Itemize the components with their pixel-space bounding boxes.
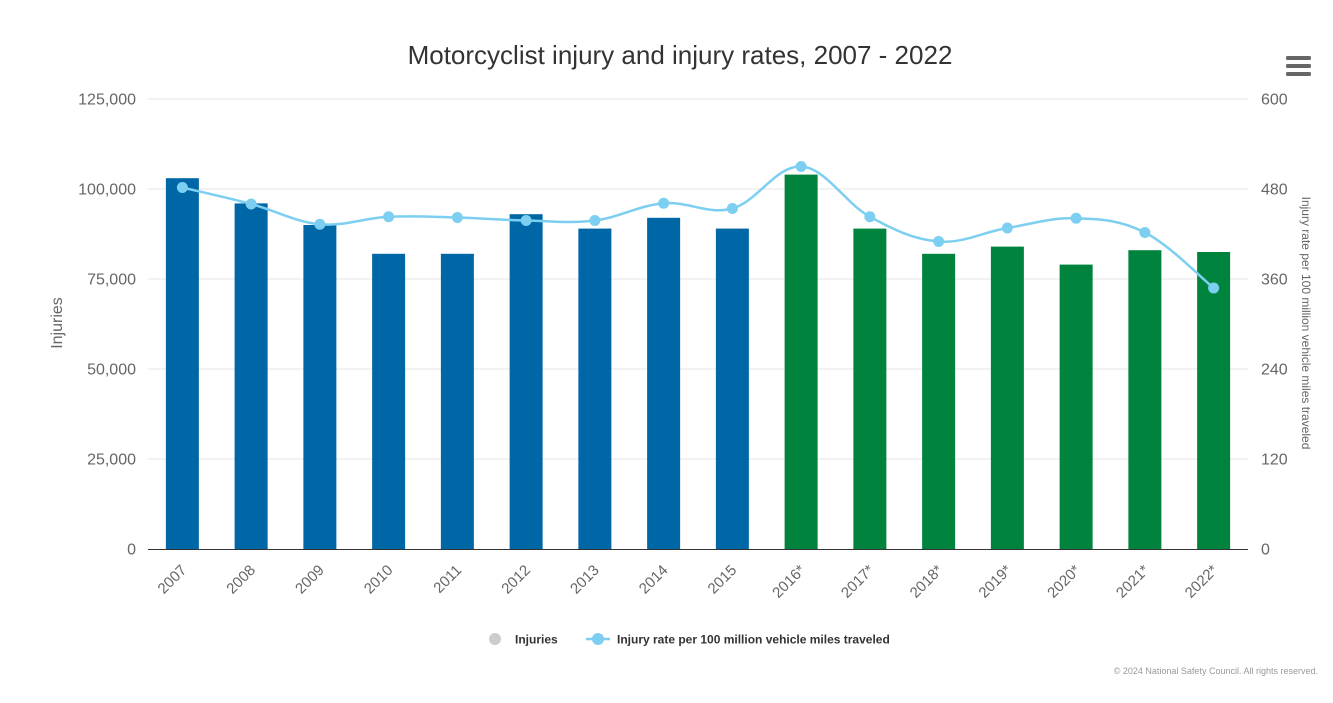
bar-2022-est [1197,252,1231,549]
hamburger-menu-icon[interactable] [1286,56,1311,76]
x-tick-label: 2008 [223,562,259,598]
x-axis-ticks: 2007 2008 2009 2010 2011 2012 2013 2014 2015 2016… [155,562,1222,602]
x-tick-label: 2014 [636,562,672,598]
x-tick-label: 2020* [1044,562,1084,602]
x-tick-label: 2022* [1182,562,1222,602]
rate-point-2011 [451,212,463,223]
line-series-points [176,161,1220,294]
x-tick-label: 2010 [361,562,397,598]
bar-2010 [372,253,406,550]
y-axis-right-ticks: 0 120 240 360 480 600 [1261,92,1288,559]
x-tick-label: 2021* [1113,562,1153,602]
bar-2011 [440,253,474,550]
x-tick-label: 2012 [498,562,534,598]
y-tick-label-left: 50,000 [87,362,136,379]
bar-2016-est [784,174,818,549]
y-tick-label-right: 240 [1261,362,1288,379]
x-tick-label: 2015 [705,562,741,598]
legend-item-injury-rate[interactable]: Injury rate per 100 million vehicle mile… [586,633,890,647]
rate-point-2012 [520,215,532,226]
legend-swatch-dot [592,633,604,645]
rate-point-2018-est [933,236,945,247]
y-tick-label-left: 0 [127,542,136,559]
rate-point-2013 [589,215,601,226]
rate-point-2020-est [1070,212,1082,224]
chart-title: Motorcyclist injury and injury rates, 20… [408,40,953,70]
y-tick-label-left: 75,000 [87,272,136,289]
bar-2019-est [990,246,1024,549]
bar-2018-est [922,253,956,550]
x-tick-label: 2009 [292,562,328,598]
x-tick-label: 2016* [769,562,809,602]
rate-point-2021-est [1139,227,1151,238]
credits-text: © 2024 National Safety Council. All righ… [1114,666,1318,676]
y-tick-label-right: 120 [1261,452,1288,469]
y-tick-label-right: 480 [1261,182,1288,199]
x-tick-label: 2007 [155,562,191,598]
y-tick-label-left: 125,000 [78,92,136,109]
bar-2007 [165,178,199,549]
rate-point-2008 [245,198,257,210]
bar-series-injuries [165,174,1231,550]
legend-swatch-injuries [489,633,501,645]
legend-item-injuries[interactable]: Injuries [489,633,558,647]
bar-2008 [234,203,268,549]
y-axis-left-title: Injuries [49,297,66,349]
y-tick-label-right: 600 [1261,92,1288,109]
bar-2015 [715,228,749,549]
x-tick-label: 2013 [567,562,603,598]
x-tick-label: 2017* [838,562,878,602]
x-tick-label: 2019* [975,562,1015,602]
y-tick-label-left: 25,000 [87,452,136,469]
rate-point-2016-est [795,161,807,172]
y-axis-left-ticks: 0 25,000 50,000 75,000 100,000 125,000 [78,92,136,559]
y-tick-label-left: 100,000 [78,182,136,199]
bar-2021-est [1128,250,1162,549]
rate-point-2010 [383,211,395,223]
chart-menu-button[interactable] [1280,52,1316,82]
legend: Injuries Injury rate per 100 million veh… [489,633,890,647]
rate-point-2014 [658,197,670,209]
legend-label-injuries: Injuries [515,633,558,647]
rate-point-2015 [726,203,738,214]
rate-point-2022-est [1208,282,1220,294]
line-series-injury-rate [182,165,1215,289]
rate-point-2007 [176,182,188,193]
bar-2020-est [1059,264,1093,549]
x-tick-label: 2011 [430,562,465,597]
x-tick-label: 2018* [907,562,947,602]
rate-point-2019-est [1001,222,1013,234]
legend-label-injury-rate: Injury rate per 100 million vehicle mile… [617,633,890,647]
rate-point-2009 [314,218,326,230]
bar-2009 [303,225,337,549]
bar-2013 [578,228,612,549]
y-tick-label-right: 360 [1261,272,1288,289]
y-tick-label-right: 0 [1261,542,1270,559]
bar-2017-est [853,228,887,549]
bar-2014 [647,217,681,550]
bar-2012 [509,214,543,549]
rate-point-2017-est [864,211,876,223]
y-axis-right-title: Injury rate per 100 million vehicle mile… [1299,197,1313,450]
